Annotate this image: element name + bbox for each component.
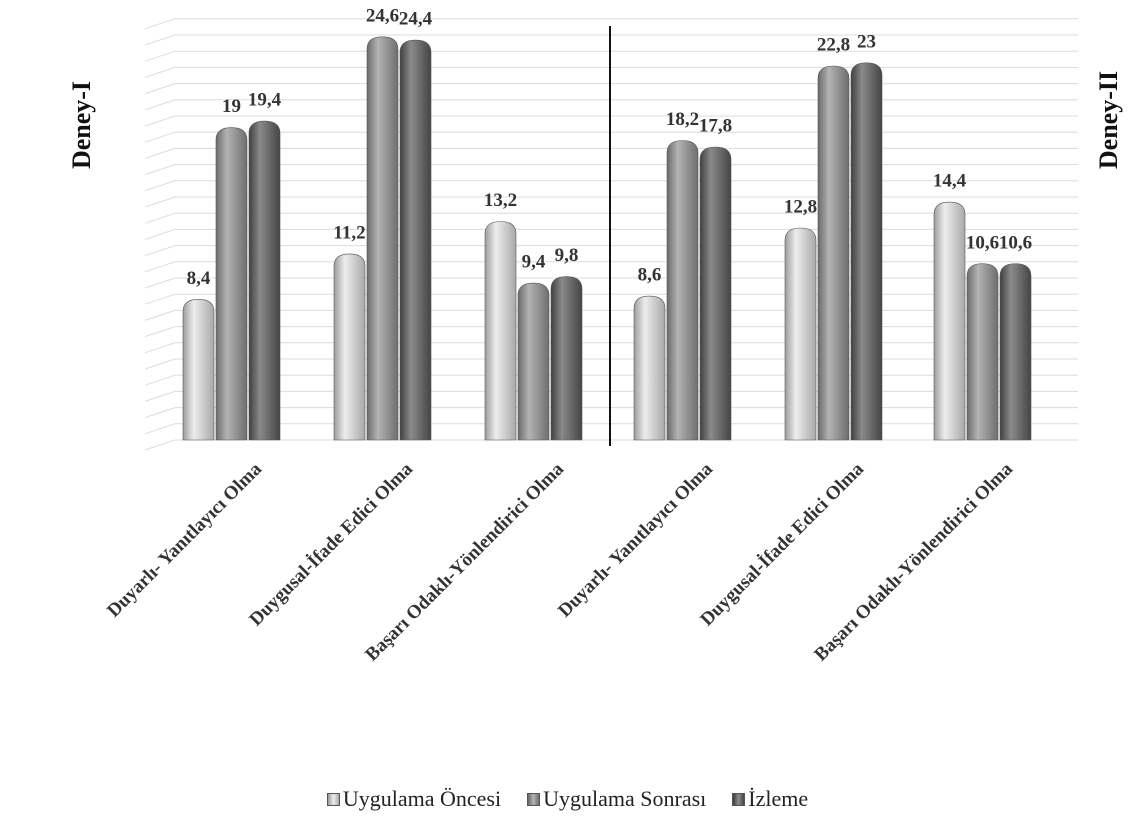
data-label: 8,4 — [187, 268, 211, 289]
category-label: Duyarlı- Yanıtlayıcı Olma — [554, 458, 717, 621]
bar — [248, 120, 281, 441]
grid-line — [144, 390, 1078, 402]
bar — [850, 62, 883, 441]
grid-line — [144, 115, 1078, 127]
data-label: 11,2 — [333, 223, 365, 244]
legend-item-uygulama-sonrasi: Uygulama Sonrası — [527, 786, 706, 812]
data-label: 22,8 — [817, 35, 850, 56]
bar — [182, 298, 215, 441]
grid-line — [144, 342, 1078, 354]
data-label: 9,4 — [522, 252, 546, 273]
category-label: Duyarlı- Yanıtlayıcı Olma — [103, 458, 266, 621]
grid-line — [144, 439, 1078, 451]
grid-line — [144, 245, 1078, 257]
group-label-deney-2: Deney-II — [1094, 70, 1124, 170]
category-label: Duygusal-İfade Edici Olma — [245, 458, 417, 630]
grid-line — [144, 18, 1078, 30]
bar — [484, 221, 517, 441]
grid-line — [144, 358, 1078, 370]
grid-line — [144, 407, 1078, 419]
bar — [817, 65, 850, 441]
data-label: 13,2 — [484, 190, 517, 211]
data-label: 19,4 — [248, 90, 282, 111]
bars — [182, 36, 1032, 441]
bar — [699, 146, 732, 441]
bar — [550, 276, 583, 441]
grid-line — [144, 261, 1078, 273]
grid-line — [144, 212, 1078, 224]
bar — [333, 253, 366, 441]
legend-label: İzleme — [748, 786, 809, 811]
grid-line — [144, 99, 1078, 111]
grid-line — [144, 228, 1078, 240]
grid-line — [144, 374, 1078, 386]
legend-swatch-uygulama-oncesi — [326, 792, 340, 806]
data-label: 9,8 — [555, 245, 579, 266]
data-label: 10,6 — [966, 232, 999, 253]
grid-line — [144, 83, 1078, 95]
legend-item-uygulama-oncesi: Uygulama Öncesi — [326, 786, 502, 812]
legend-item-izleme: İzleme — [732, 786, 808, 812]
legend-swatch-izleme — [732, 792, 746, 806]
grid-line — [144, 180, 1078, 192]
legend-label: Uygulama Sonrası — [543, 786, 707, 811]
grid-lines — [144, 18, 1078, 451]
grid-line — [144, 147, 1078, 159]
grid-line — [144, 66, 1078, 78]
data-label: 19 — [222, 96, 241, 117]
bar — [215, 127, 248, 441]
bar — [933, 201, 966, 441]
bar — [666, 140, 699, 441]
bar — [517, 282, 550, 441]
data-label: 8,6 — [638, 265, 662, 286]
grid-line — [144, 131, 1078, 143]
data-labels: 8,4 11,2 13,2 8,6 12,8 14,4 19 24,6 9,4 18,2 22,8 1… — [187, 5, 1033, 288]
grid-line — [144, 34, 1078, 46]
grid-line — [144, 164, 1078, 176]
grid-line — [144, 196, 1078, 208]
grid-line — [144, 326, 1078, 338]
legend: Uygulama Öncesi Uygulama Sonrası İzleme — [0, 786, 1135, 812]
bar — [784, 227, 817, 441]
data-label: 24,4 — [399, 9, 433, 30]
bar — [366, 36, 399, 441]
category-labels: Duyarlı- Yanıtlayıcı OlmaDuygusal-İfade … — [103, 458, 1017, 665]
group-label-deney-1: Deney-I — [67, 80, 97, 170]
category-label: Duygusal-İfade Edici Olma — [696, 458, 868, 630]
bar-chart: 8,4 11,2 13,2 8,6 12,8 14,4 19 24,6 9,4 18,2 22,8 1… — [103, 5, 1078, 665]
grid-line — [144, 50, 1078, 62]
legend-label: Uygulama Öncesi — [342, 786, 502, 811]
grid-line — [144, 423, 1078, 435]
bar — [633, 295, 666, 441]
bar — [999, 263, 1032, 441]
data-label: 23 — [857, 31, 876, 52]
data-label: 12,8 — [784, 197, 817, 218]
data-label: 10,6 — [999, 232, 1032, 253]
grid-line — [144, 293, 1078, 305]
bar — [966, 263, 999, 441]
data-label: 14,4 — [933, 171, 967, 192]
data-label: 17,8 — [699, 116, 732, 137]
legend-swatch-uygulama-sonrasi — [527, 792, 541, 806]
bar — [399, 39, 432, 441]
grid-line — [144, 309, 1078, 321]
data-label: 24,6 — [366, 5, 399, 26]
grid-line — [144, 277, 1078, 289]
data-label: 18,2 — [666, 109, 699, 130]
